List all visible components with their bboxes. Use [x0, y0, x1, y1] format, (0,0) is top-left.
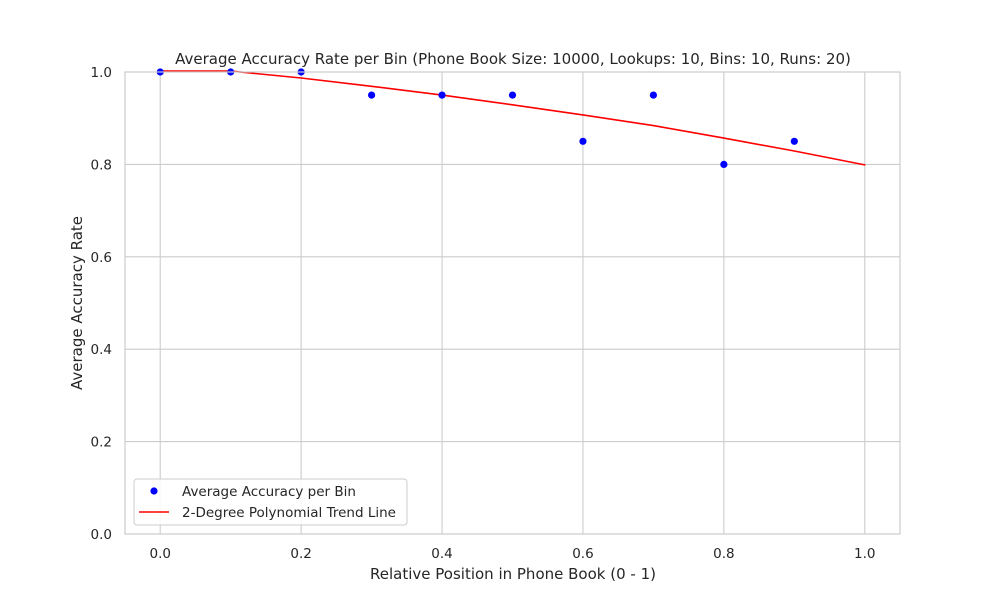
chart-title: Average Accuracy Rate per Bin (Phone Boo… — [175, 50, 851, 68]
plot-frame — [124, 71, 901, 535]
x-tick-label: 0.8 — [713, 546, 734, 562]
legend: Average Accuracy per Bin 2-Degree Polynom… — [133, 478, 408, 526]
x-tick-label: 0.0 — [149, 546, 170, 562]
legend-box — [133, 478, 408, 526]
scatter-point — [367, 91, 376, 99]
y-tick-label: 0.2 — [91, 435, 112, 451]
y-tick-label: 0.8 — [91, 157, 112, 173]
x-tick-label: 1.0 — [854, 546, 875, 562]
x-tick-label: 0.2 — [290, 546, 311, 562]
scatter-point — [790, 137, 798, 145]
scatter-point — [720, 160, 728, 168]
legend-entry-label: 2-Degree Polynomial Trend Line — [182, 505, 396, 521]
x-axis-label: Relative Position in Phone Book (0 - 1) — [370, 565, 656, 583]
y-axis-label: Average Accuracy Rate — [68, 216, 86, 390]
scatter-point — [649, 91, 658, 99]
y-tick-label: 0.0 — [91, 527, 112, 543]
grid — [125, 71, 900, 535]
x-tick-label: 0.4 — [431, 546, 452, 562]
scatter-point — [438, 91, 446, 99]
legend-marker-scatter — [150, 487, 158, 495]
scatter-point — [508, 91, 517, 99]
y-tick-label: 0.6 — [91, 250, 112, 266]
scatter-point — [579, 137, 587, 145]
y-tick-label: 0.4 — [91, 342, 112, 358]
tick-labels: 0.0 0.2 0.4 0.6 0.8 1.0 0.0 0.2 0.4 0.6 0.8 1.0 — [91, 65, 876, 562]
legend-entry-label: Average Accuracy per Bin — [182, 484, 356, 500]
y-tick-label: 1.0 — [91, 65, 112, 81]
series — [156, 68, 866, 168]
trend-line — [159, 70, 866, 166]
x-tick-label: 0.6 — [572, 546, 593, 562]
